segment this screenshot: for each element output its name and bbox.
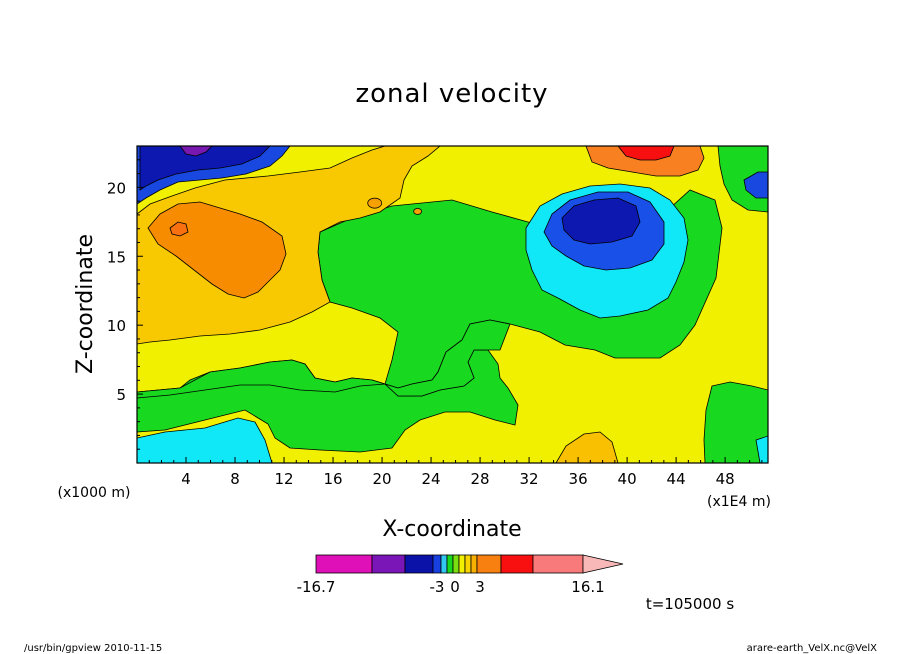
y-axis-label: Z-coordinate (73, 234, 98, 374)
x-tick-label: 4 (181, 470, 191, 488)
footer-right: arare-earth_VelX.nc@VelX (747, 643, 878, 654)
y-tick-label: 10 (107, 317, 126, 335)
x-axis-label: X-coordinate (382, 517, 521, 542)
x-tick-label: 8 (230, 470, 240, 488)
colorbar-swatch (464, 554, 472, 574)
chart-title: zonal velocity (355, 79, 548, 109)
x-tick-label: 32 (520, 470, 539, 488)
x-axis: 4 8 12 16 20 24 28 32 36 40 44 48 (148, 457, 763, 488)
colorbar-tick-label: -16.7 (297, 578, 336, 596)
colorbar-swatch (532, 554, 584, 574)
colorbar-swatch (371, 554, 406, 574)
contour-orange-left-core (169, 221, 189, 237)
x-tick-label: 24 (422, 470, 441, 488)
x-tick-label: 12 (274, 470, 293, 488)
colorbar-swatch (315, 554, 373, 574)
x-tick-label: 16 (323, 470, 342, 488)
colorbar-swatch (452, 554, 460, 574)
plot-frame (136, 145, 769, 464)
x-tick-label: 20 (373, 470, 392, 488)
x-unit-left: (x1000 m) (58, 485, 131, 501)
y-tick-label: 15 (107, 248, 126, 266)
contour-orange-top-mid (585, 146, 705, 177)
colorbar-tick-label: -3 (430, 578, 445, 596)
contour-cyan-bottom-right (755, 435, 768, 463)
x-unit-right: (x1E4 m) (707, 494, 771, 510)
contour-blue-right-edge (743, 171, 768, 199)
contour-purple-top-left (179, 146, 213, 157)
contour-blob (413, 207, 423, 215)
colorbar (315, 554, 624, 574)
contour-gold-upper-left (137, 146, 441, 345)
contour-darkblue-right (561, 197, 641, 245)
contour-green-bottom-right (703, 381, 768, 463)
colorbar-swatch (440, 554, 448, 574)
colorbar-tick-label: 16.1 (571, 578, 604, 596)
y-tick-label: 5 (116, 386, 126, 404)
colorbar-swatch (404, 554, 434, 574)
contour-green-bottom (137, 319, 511, 399)
colorbar-tick-label: 3 (475, 578, 485, 596)
contour-blob (367, 197, 383, 209)
colorbar-swatch (476, 554, 502, 574)
contour-red-top-mid (617, 146, 675, 161)
colorbar-swatch (500, 554, 534, 574)
colorbar-ticks: -16.7 -3 0 3 16.1 (297, 578, 605, 596)
x-tick-label: 48 (716, 470, 735, 488)
x-tick-label: 36 (569, 470, 588, 488)
colorbar-tick-label: 0 (450, 578, 460, 596)
contour-orange-bottom-right (555, 431, 619, 463)
contour-cyan-bottom-left (137, 417, 273, 463)
colorbar-extend-arrow (582, 554, 624, 574)
y-tick-label: 20 (107, 179, 126, 197)
colorbar-swatch (470, 554, 478, 574)
time-label: t=105000 s (646, 595, 734, 613)
colorbar-swatch (458, 554, 466, 574)
y-axis: 5 10 15 20 (107, 159, 143, 450)
plot-area (136, 145, 769, 464)
footer-left: /usr/bin/gpview 2010-11-15 (24, 643, 162, 654)
colorbar-swatch (432, 554, 442, 574)
contour-darkblue-top-left (139, 146, 271, 191)
colorbar-swatch (446, 554, 454, 574)
x-tick-label: 28 (471, 470, 490, 488)
x-tick-label: 40 (618, 470, 637, 488)
x-tick-label: 44 (667, 470, 686, 488)
